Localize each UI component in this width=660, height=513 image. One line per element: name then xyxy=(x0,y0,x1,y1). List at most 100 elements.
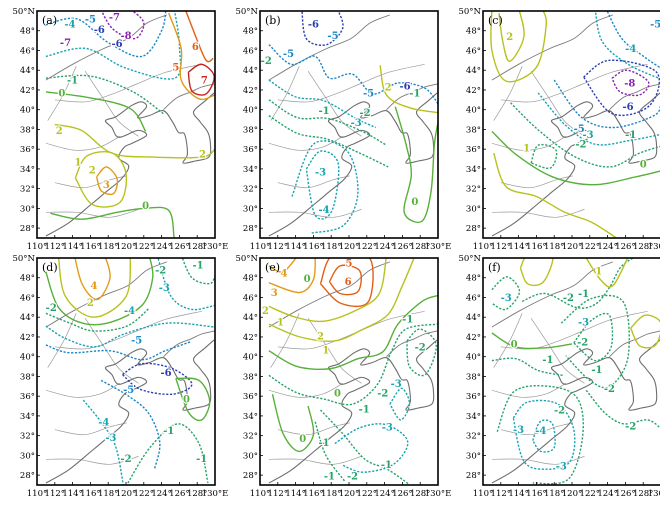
contour-line xyxy=(510,102,660,168)
x-tick-label: 118° xyxy=(544,489,564,499)
contour-label: -1 xyxy=(578,289,589,300)
panel-3: 2-4-5-8-6-5-3-210-1(c)110°112°114°116°11… xyxy=(458,7,660,252)
country-border xyxy=(491,14,614,81)
x-tick-label: 110° xyxy=(473,242,493,252)
contour-label: 0 xyxy=(299,434,306,445)
contour-label: 6 xyxy=(192,42,199,53)
contour-line xyxy=(74,150,128,208)
y-tick-label: 50°N xyxy=(235,254,258,264)
contour-label: -3 xyxy=(578,318,589,329)
x-tick-label: 130°E xyxy=(202,242,229,252)
contour-line xyxy=(319,258,374,308)
x-tick-label: 130°E xyxy=(648,489,660,499)
x-tick-label: 112° xyxy=(268,489,288,499)
contour-label: -1 xyxy=(542,355,553,366)
contour-line xyxy=(389,387,411,421)
province-border xyxy=(493,66,523,121)
x-tick-label: 120° xyxy=(562,242,582,252)
y-tick-label: 44° xyxy=(243,313,258,323)
contour-line xyxy=(521,258,635,309)
province-border xyxy=(45,209,139,218)
province-border xyxy=(45,382,120,398)
map-layer xyxy=(45,11,215,238)
contour-line xyxy=(314,421,346,483)
contour-line xyxy=(95,166,119,196)
contour-line xyxy=(157,258,215,311)
contour-label: -5 xyxy=(123,385,134,396)
y-tick-label: 36° xyxy=(243,392,258,402)
contour-line xyxy=(50,206,175,238)
contour-line xyxy=(498,11,525,62)
map-layer xyxy=(45,258,215,485)
y-tick-label: 44° xyxy=(466,313,481,323)
y-tick-label: 30° xyxy=(466,451,481,461)
contour-line xyxy=(168,12,215,101)
y-tick-label: 46° xyxy=(466,293,481,303)
contour-label: -3 xyxy=(391,379,402,390)
contour-label: -2 xyxy=(261,56,272,67)
contour-label: 5 xyxy=(172,63,179,74)
contour-label: -5 xyxy=(363,88,374,99)
y-tick-label: 38° xyxy=(466,372,481,382)
contour-label: 1 xyxy=(523,144,530,155)
map-layer xyxy=(268,11,438,237)
contour-label: -5 xyxy=(85,14,96,25)
contour-label: -2 xyxy=(604,384,615,395)
contour-label: 0 xyxy=(58,88,65,99)
x-tick-label: 128° xyxy=(633,242,653,252)
contour-label: -1 xyxy=(381,460,392,471)
y-tick-label: 48° xyxy=(20,27,35,37)
contour-line xyxy=(334,423,409,473)
x-tick-label: 124° xyxy=(597,489,617,499)
contour-line xyxy=(553,79,660,129)
y-tick-label: 48° xyxy=(243,27,258,37)
contour-line xyxy=(583,59,660,117)
x-tick-label: 122° xyxy=(357,242,377,252)
contour-line xyxy=(493,152,617,238)
contour-label: -3 xyxy=(315,167,326,178)
contour-line xyxy=(594,11,660,80)
contour-label: -3 xyxy=(105,433,116,444)
province-border xyxy=(277,175,350,189)
y-tick-label: 36° xyxy=(20,392,35,402)
contour-line xyxy=(268,294,438,370)
contour-label: -6 xyxy=(160,368,171,379)
y-tick-label: 30° xyxy=(20,451,35,461)
y-tick-label: 36° xyxy=(20,145,35,155)
x-tick-label: 110° xyxy=(27,489,47,499)
coastline xyxy=(268,339,438,484)
contour-label: -6 xyxy=(94,25,105,36)
contour-label: -3 xyxy=(501,293,512,304)
coastline xyxy=(491,92,660,237)
province-border xyxy=(47,313,77,368)
contour-label: -2 xyxy=(46,303,57,314)
contour-label: -3 xyxy=(159,283,170,294)
contour-line xyxy=(82,399,124,485)
contour-line xyxy=(301,11,344,46)
contour-label: 1 xyxy=(322,345,329,356)
contour-label: 2 xyxy=(262,306,269,317)
contour-line xyxy=(530,143,558,170)
province-border xyxy=(277,310,425,350)
x-tick-label: 110° xyxy=(473,489,493,499)
contour-label: -3 xyxy=(382,422,393,433)
x-tick-label: 130°E xyxy=(202,489,229,499)
x-tick-label: 116° xyxy=(80,242,100,252)
contour-label: -5 xyxy=(131,335,142,346)
panel-label: (f) xyxy=(488,261,501,274)
province-border xyxy=(84,71,139,137)
y-tick-label: 46° xyxy=(466,46,481,56)
contour-label: -7 xyxy=(109,12,120,23)
contour-line xyxy=(74,258,111,301)
contour-label: -2 xyxy=(577,337,588,348)
province-border xyxy=(530,318,585,384)
y-tick-label: 28° xyxy=(243,224,258,234)
x-tick-label: 112° xyxy=(491,242,511,252)
province-border xyxy=(54,63,202,103)
contour-label: -1 xyxy=(67,76,78,87)
contour-label: -1 xyxy=(319,106,330,117)
province-border xyxy=(530,71,585,137)
country-border xyxy=(45,14,168,81)
x-tick-label: 126° xyxy=(615,489,635,499)
contour-line xyxy=(606,11,660,69)
